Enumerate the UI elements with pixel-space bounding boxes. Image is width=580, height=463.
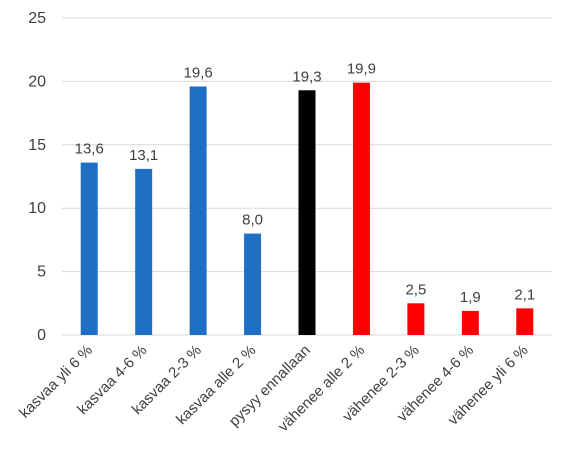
bar bbox=[244, 233, 262, 335]
y-tick-label: 0 bbox=[37, 327, 46, 344]
y-tick-label: 20 bbox=[28, 73, 46, 90]
data-label: 8,0 bbox=[242, 212, 263, 229]
bars bbox=[80, 82, 534, 335]
data-label: 13,1 bbox=[129, 147, 158, 164]
data-label: 19,6 bbox=[184, 64, 213, 81]
data-label: 1,9 bbox=[460, 289, 481, 306]
bar bbox=[407, 303, 425, 335]
bar bbox=[135, 168, 153, 335]
bar bbox=[80, 162, 98, 335]
y-tick-label: 5 bbox=[37, 264, 46, 281]
bar bbox=[298, 90, 316, 335]
data-label: 13,6 bbox=[75, 141, 104, 158]
y-axis-ticks: 0 5 10 15 20 25 bbox=[28, 10, 46, 344]
bar bbox=[516, 308, 534, 335]
x-axis-ticks: kasvaa yli 6 %kasvaa 4-6 %kasvaa 2-3 %ka… bbox=[16, 342, 531, 435]
y-tick-label: 25 bbox=[28, 10, 46, 27]
data-label: 2,1 bbox=[514, 286, 535, 303]
data-label: 2,5 bbox=[405, 281, 426, 298]
bar bbox=[461, 310, 479, 335]
data-label: 19,9 bbox=[347, 61, 376, 78]
bar bbox=[189, 86, 207, 335]
data-label: 19,3 bbox=[292, 68, 321, 85]
y-tick-label: 10 bbox=[28, 200, 46, 217]
data-labels: 13,6 13,1 19,6 8,0 19,3 19,9 2,5 1,9 2,1 bbox=[75, 61, 536, 306]
y-tick-label: 15 bbox=[28, 137, 46, 154]
bar bbox=[352, 82, 370, 335]
